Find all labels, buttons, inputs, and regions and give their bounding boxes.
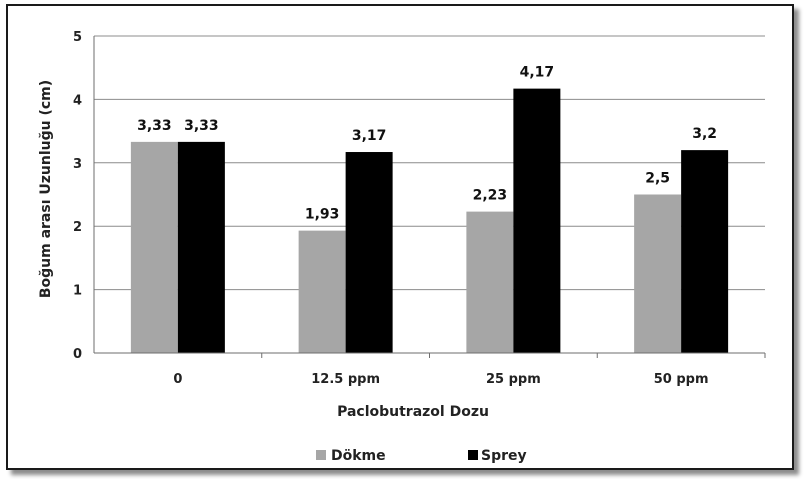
bars	[130, 88, 729, 353]
legend-label-dokme: Dökme	[331, 448, 386, 464]
x-tick-labels: 0 12.5 ppm 25 ppm 50 ppm	[173, 372, 708, 387]
y-tick-label: 0	[73, 347, 82, 362]
bar	[177, 141, 225, 353]
legend: Dökme Sprey	[316, 448, 527, 464]
y-tick-labels: 0 1 2 3 4 5	[73, 30, 82, 362]
x-axis-title: Paclobutrazol Dozu	[337, 404, 489, 420]
bar	[130, 141, 178, 353]
y-tick-label: 4	[73, 93, 82, 108]
data-label: 3,2	[692, 126, 717, 142]
legend-swatch-dokme	[316, 450, 326, 460]
data-label: 4,17	[520, 65, 555, 81]
data-label: 2,23	[473, 188, 508, 204]
bar	[345, 152, 393, 353]
y-tick-label: 3	[73, 157, 82, 172]
x-tick-label: 50 ppm	[654, 372, 709, 387]
bar	[466, 211, 514, 353]
data-label: 2,5	[645, 171, 670, 187]
data-label: 3,33	[137, 118, 172, 134]
axes	[93, 36, 766, 358]
x-tick-label: 25 ppm	[486, 372, 541, 387]
legend-swatch-sprey	[468, 450, 478, 460]
bar	[634, 194, 682, 353]
y-tick-label: 1	[73, 284, 82, 299]
data-labels: 3,33 3,33 1,93 3,17 2,23 4,17 2,5 3,2	[137, 65, 717, 223]
y-tick-label: 2	[73, 220, 82, 235]
data-label: 3,17	[352, 128, 387, 144]
bar	[513, 88, 561, 353]
data-label: 1,93	[305, 207, 340, 223]
bar	[298, 230, 346, 353]
bar	[681, 150, 729, 353]
x-tick-label: 0	[173, 372, 182, 387]
y-tick-label: 5	[73, 30, 82, 45]
y-axis-title: Boğum arası Uzunluğu (cm)	[38, 80, 54, 298]
data-label: 3,33	[184, 118, 219, 134]
legend-label-sprey: Sprey	[481, 448, 527, 464]
x-tick-label: 12.5 ppm	[311, 372, 380, 387]
